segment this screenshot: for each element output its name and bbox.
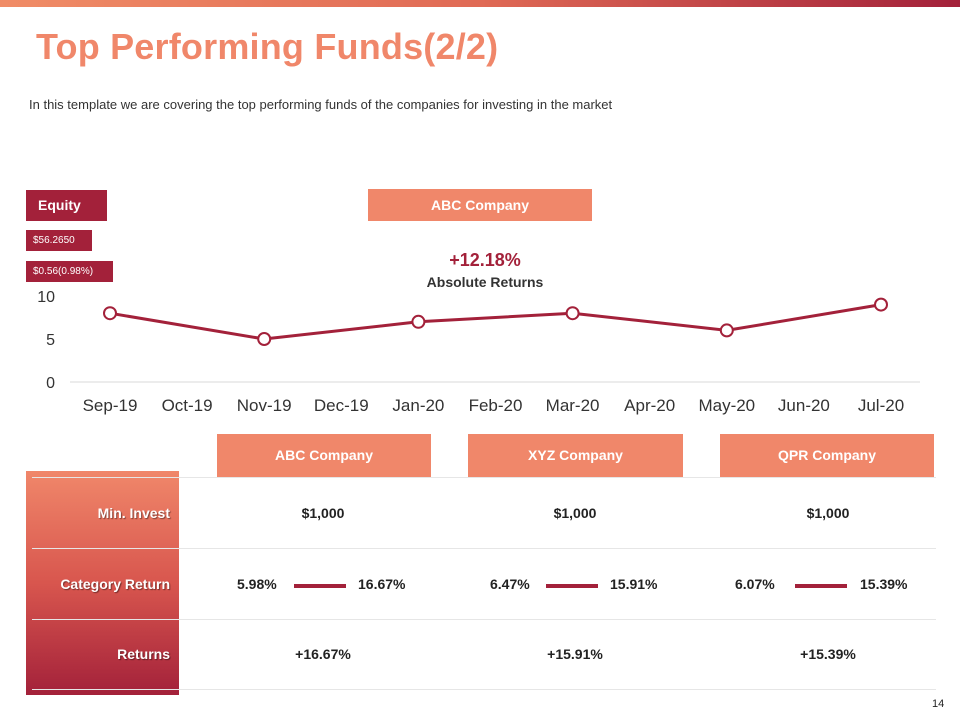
equity-tag: Equity xyxy=(26,190,107,221)
x-tick-label: Jul-20 xyxy=(858,396,904,415)
table-divider xyxy=(32,619,936,620)
x-tick-label: Feb-20 xyxy=(469,396,523,415)
x-tick-label: Jan-20 xyxy=(392,396,444,415)
featured-company-tag: ABC Company xyxy=(368,189,592,221)
returns-abc: +16.67% xyxy=(295,646,351,662)
row-label-returns: Returns xyxy=(117,646,170,662)
page-title: Top Performing Funds(2/2) xyxy=(36,26,499,67)
category-return-high-abc: 16.67% xyxy=(358,576,406,592)
top-accent-bar xyxy=(0,0,960,7)
x-tick-label: Mar-20 xyxy=(546,396,600,415)
category-return-range-bar xyxy=(294,584,346,588)
x-tick-label: May-20 xyxy=(698,396,755,415)
category-return-low-xyz: 6.47% xyxy=(490,576,530,592)
column-header-qpr: QPR Company xyxy=(720,434,934,477)
table-divider xyxy=(32,689,936,690)
absolute-return-label: Absolute Returns xyxy=(426,274,544,290)
x-tick-label: Sep-19 xyxy=(83,396,138,415)
series-line xyxy=(109,303,882,341)
page-subtitle: In this template we are covering the top… xyxy=(29,97,613,112)
row-label-column xyxy=(26,471,179,695)
row-label-category-return: Category Return xyxy=(60,576,170,592)
absolute-return-value: +12.18% xyxy=(449,250,521,270)
returns-qpr: +15.39% xyxy=(800,646,856,662)
price-tag: $56.2650 xyxy=(26,230,92,251)
category-return-range-bar xyxy=(795,584,847,588)
page-number: 14 xyxy=(932,698,945,710)
min-invest-xyz: $1,000 xyxy=(553,505,597,521)
table-divider xyxy=(32,548,936,549)
min-invest-abc: $1,000 xyxy=(301,505,345,521)
y-tick-label: 10 xyxy=(37,289,55,306)
line-chart: 0 5 10 Sep-19 Oct-19 Nov-19 Dec-19 Jan-20 Feb-20… xyxy=(37,289,920,415)
category-return-range-bar xyxy=(546,584,598,588)
x-tick-label: Jun-20 xyxy=(778,396,830,415)
category-return-high-xyz: 15.91% xyxy=(610,576,658,592)
data-point xyxy=(103,306,117,321)
data-point xyxy=(874,297,888,312)
min-invest-qpr: $1,000 xyxy=(806,505,850,521)
x-tick-label: Apr-20 xyxy=(624,396,675,415)
x-tick-label: Oct-19 xyxy=(162,396,213,415)
change-tag: $0.56(0.98%) xyxy=(26,261,113,282)
y-tick-label: 5 xyxy=(46,332,55,349)
returns-xyz: +15.91% xyxy=(547,646,603,662)
category-return-low-abc: 5.98% xyxy=(237,576,277,592)
x-tick-label: Dec-19 xyxy=(314,396,369,415)
x-tick-label: Nov-19 xyxy=(237,396,292,415)
column-header-abc: ABC Company xyxy=(217,434,431,477)
y-tick-label: 0 xyxy=(46,375,55,392)
data-point xyxy=(411,314,426,329)
column-header-xyz: XYZ Company xyxy=(468,434,683,477)
category-return-low-qpr: 6.07% xyxy=(735,576,775,592)
data-point xyxy=(565,306,580,321)
row-label-min-invest: Min. Invest xyxy=(97,505,170,521)
table-divider xyxy=(32,477,936,478)
category-return-high-qpr: 15.39% xyxy=(860,576,908,592)
data-point xyxy=(257,332,272,346)
data-point xyxy=(719,323,734,338)
